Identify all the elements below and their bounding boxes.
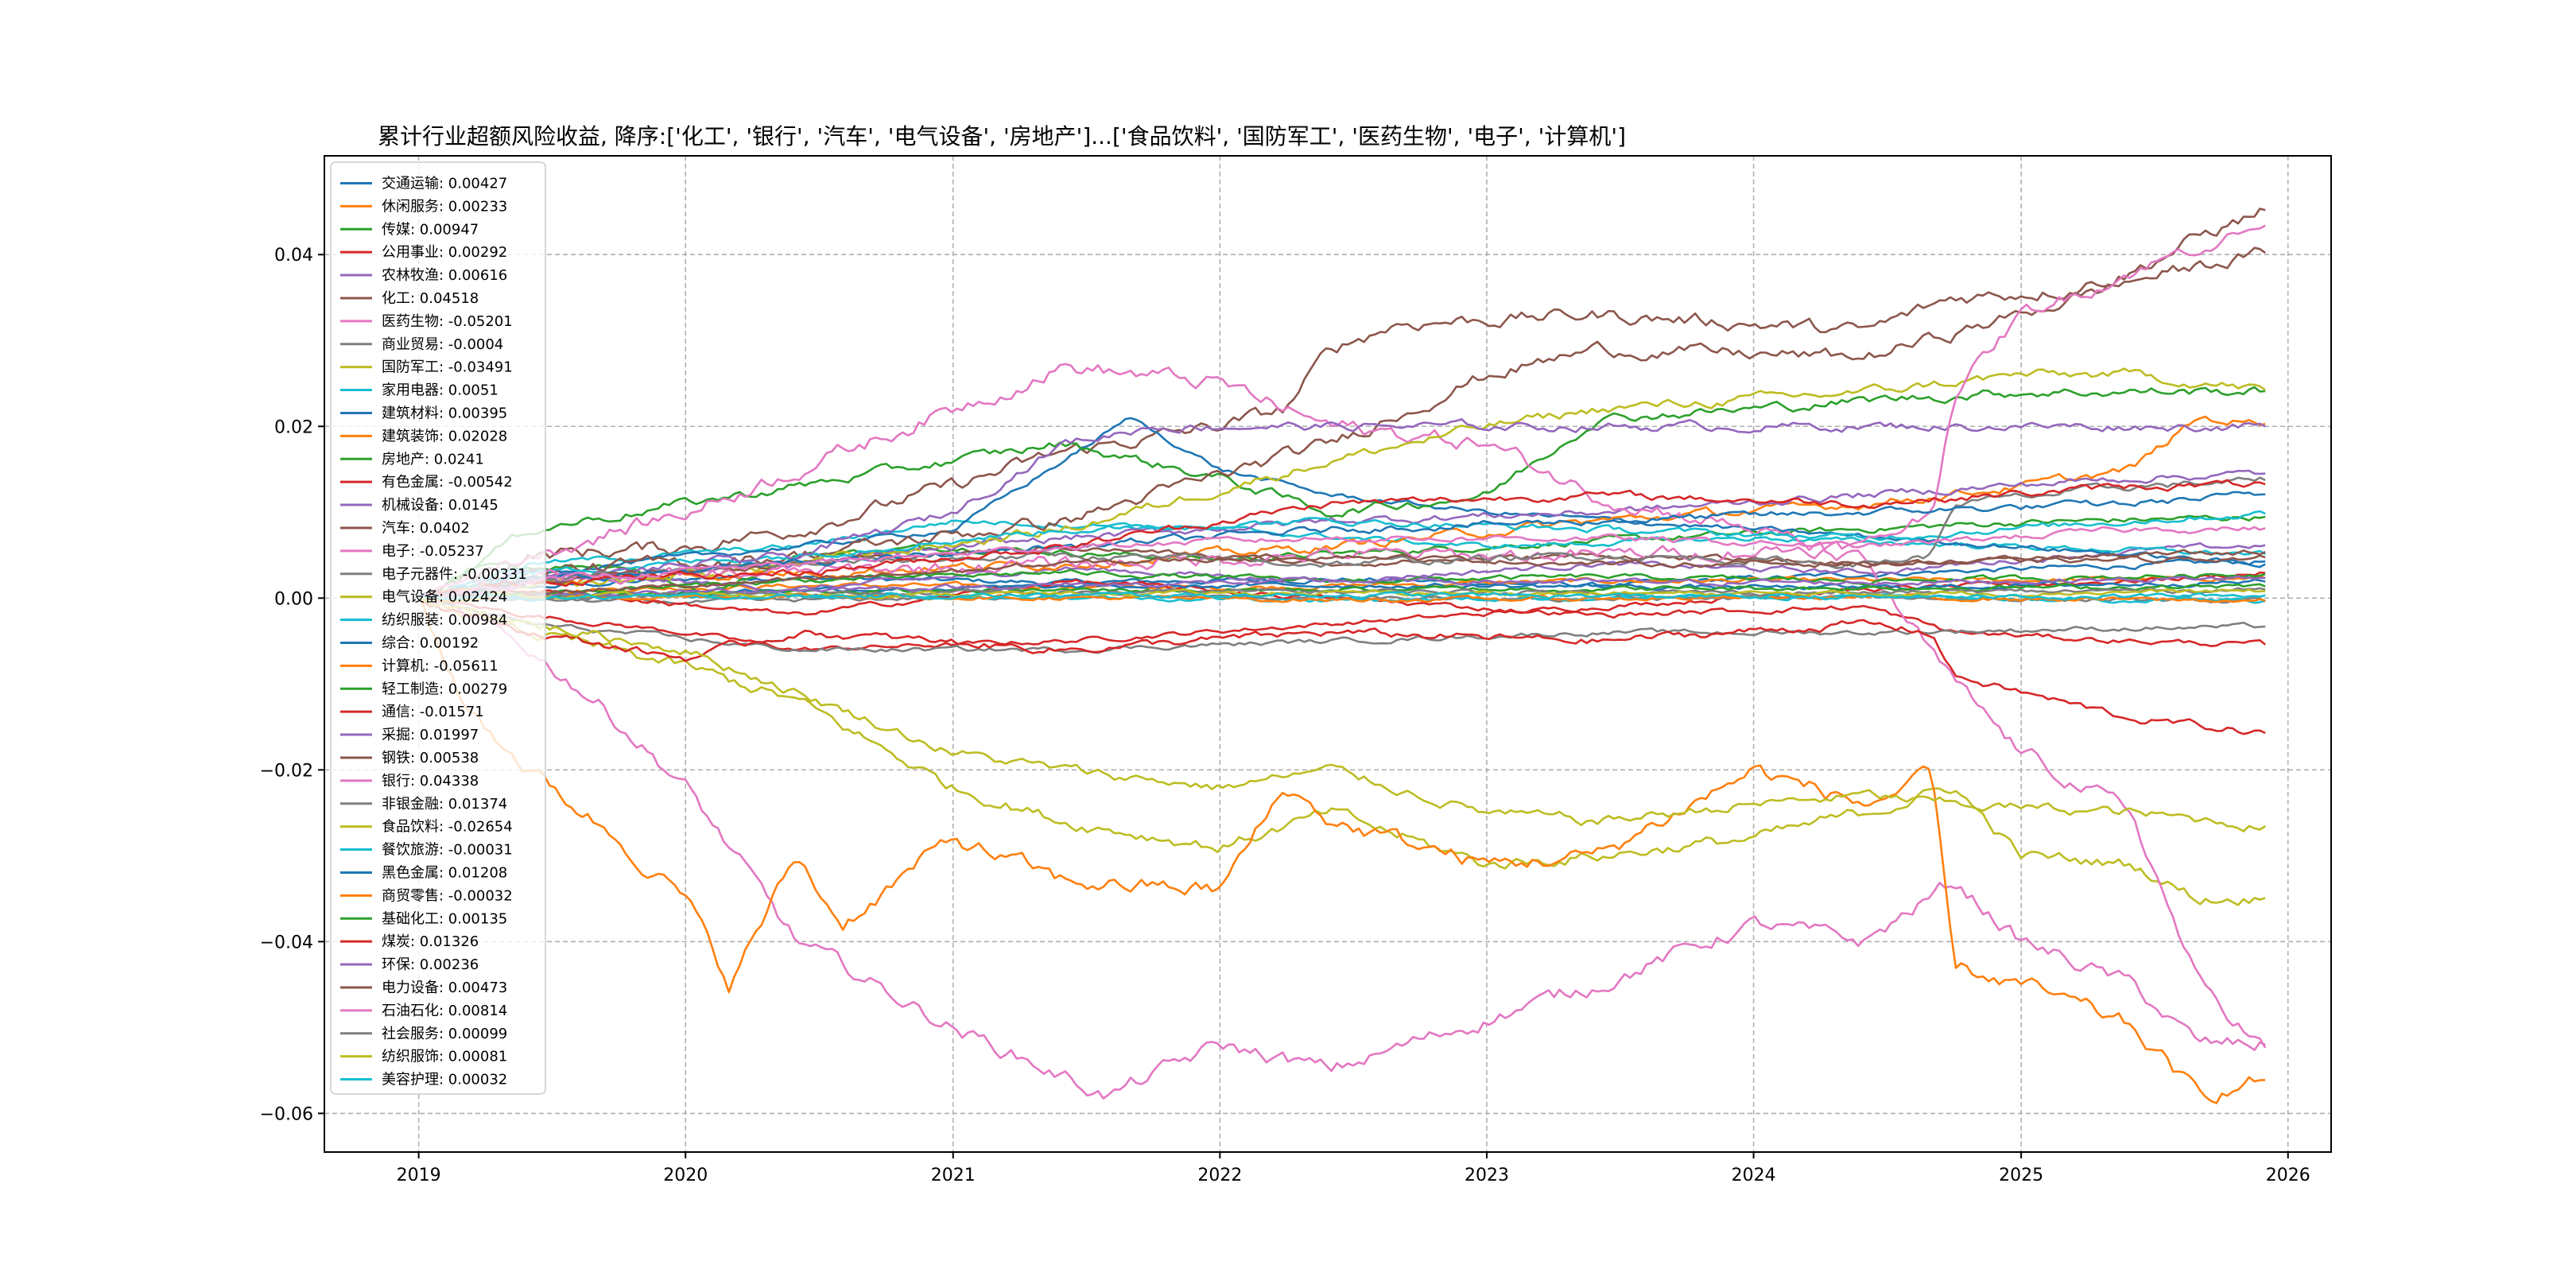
legend-entry-label: 房地产: 0.0241 (382, 451, 484, 467)
y-tick-label: −0.04 (260, 933, 313, 952)
series-line-37 (419, 587, 2266, 601)
x-tick-label: 2022 (1197, 1166, 1242, 1185)
legend-entry-label: 石油石化: 0.00814 (382, 1003, 507, 1019)
y-tick-label: 0.02 (274, 417, 313, 437)
legend-entry-label: 电子: -0.05237 (382, 543, 484, 560)
legend-box (330, 161, 546, 1095)
series-line-33 (418, 479, 2266, 599)
legend-entry-label: 电气设备: 0.02424 (382, 589, 507, 606)
legend-entry-label: 通信: -0.01571 (382, 704, 484, 720)
legend-entry-label: 社会服务: 0.00099 (382, 1026, 507, 1042)
legend-entry-label: 建筑材料: 0.00395 (382, 405, 507, 421)
y-tick-label: 0.00 (274, 589, 313, 609)
series-line-16 (419, 363, 2267, 1049)
legend-entry-label: 计算机: -0.05611 (382, 658, 499, 674)
legend-entry-label: 农林牧渔: 0.00616 (382, 267, 507, 284)
plot-frame (324, 155, 2332, 1153)
legend-entry-label: 餐饮旅游: -0.00031 (382, 842, 513, 859)
legend-entry-label: 汽车: 0.0402 (382, 520, 470, 537)
y-axis-ticks: 0.04 0.02 0.00 −0.02 −0.04 −0.06 (260, 246, 324, 1124)
legend-entry-label: 商业贸易: -0.0004 (382, 336, 503, 353)
legend-entry-label: 家用电器: 0.0051 (382, 382, 499, 399)
series-line-17 (419, 596, 2266, 654)
series-line-23 (418, 597, 2266, 735)
series-line-8 (419, 596, 2266, 906)
legend-entry-label: 商贸零售: -0.00032 (382, 887, 513, 904)
legend-entry-label: 交通运输: 0.00427 (382, 175, 507, 192)
series-line-2 (418, 514, 2266, 599)
y-tick-label: −0.02 (260, 761, 313, 781)
series-line-10 (419, 417, 2266, 599)
x-tick-label: 2026 (2266, 1166, 2310, 1185)
series-line-5 (419, 208, 2266, 600)
legend-entry-label: 纺织服装: 0.00984 (382, 612, 507, 629)
series-line-28 (418, 597, 2266, 832)
series-line-35 (419, 553, 2266, 600)
legend-entry-label: 环保: 0.00236 (382, 956, 479, 973)
legend-entry-label: 休闲服务: 0.00233 (382, 198, 507, 215)
x-tick-label: 2025 (1999, 1166, 2043, 1185)
legend-entry-label: 非银金融: 0.01374 (382, 796, 507, 813)
legend-entry-label: 电子元器件: -0.00331 (382, 566, 527, 583)
legend-entry-label: 轻工制造: 0.00279 (382, 681, 507, 697)
legend-entry-label: 食品饮料: -0.02654 (382, 819, 513, 836)
series-line-36 (419, 526, 2266, 599)
series-line-19 (418, 510, 2266, 599)
legend-entry-label: 黑色金属: 0.01208 (382, 864, 507, 881)
legend-entry-label: 国防军工: -0.03491 (382, 359, 513, 376)
x-tick-label: 2019 (397, 1166, 441, 1185)
legend-entry-label: 美容护理: 0.00032 (382, 1072, 507, 1088)
x-tick-label: 2020 (663, 1166, 708, 1185)
y-tick-label: −0.06 (260, 1104, 313, 1124)
legend-entry-label: 钢铁: 0.00538 (382, 750, 479, 766)
legend-entry-label: 采掘: 0.01997 (382, 727, 479, 743)
series-line-34 (419, 575, 2266, 599)
legend-entry-label: 有色金属: -0.00542 (382, 474, 513, 491)
legend-entry-label: 传媒: 0.00947 (382, 221, 479, 238)
series-line-24 (419, 418, 2266, 599)
legend-entry-label: 纺织服饰: 0.00081 (382, 1049, 507, 1065)
x-tick-label: 2023 (1465, 1166, 1509, 1185)
series-lines (418, 208, 2267, 1104)
legend-entry-label: 化工: 0.04518 (382, 290, 479, 307)
x-tick-label: 2021 (931, 1166, 976, 1185)
legend-entry-label: 公用事业: 0.00292 (382, 244, 507, 261)
series-line-21 (418, 597, 2266, 1104)
legend-entry-label: 煤炭: 0.01326 (382, 933, 479, 950)
legend-entry-label: 建筑装饰: 0.02028 (382, 428, 507, 444)
legend-entry-label: 银行: 0.04338 (382, 773, 479, 789)
legend-entry-label: 基础化工: 0.00135 (382, 910, 507, 927)
legend-entry-label: 电力设备: 0.00473 (382, 980, 507, 996)
series-line-31 (419, 592, 2266, 603)
chart-title: 累计行业超额风险收益, 降序:['化工', '银行', '汽车', '电气设备'… (378, 123, 1626, 149)
x-tick-label: 2024 (1732, 1166, 1776, 1185)
legend: 交通运输: 0.00427 休闲服务: 0.00233 传媒: 0.00947 公用事… (330, 161, 546, 1095)
x-axis-ticks: 2019 2020 2021 2022 2023 2024 2025 2026 (397, 1152, 2310, 1185)
series-line-39 (419, 591, 2266, 602)
series-line-30 (419, 491, 2266, 600)
series-line-6 (419, 595, 2266, 1100)
series-line-38 (419, 588, 2266, 603)
legend-entry-label: 医药生物: -0.05201 (382, 313, 513, 330)
legend-entry-label: 综合: 0.00192 (382, 634, 479, 651)
legend-entry-label: 机械设备: 0.0145 (382, 497, 499, 514)
y-tick-label: 0.04 (274, 246, 313, 266)
